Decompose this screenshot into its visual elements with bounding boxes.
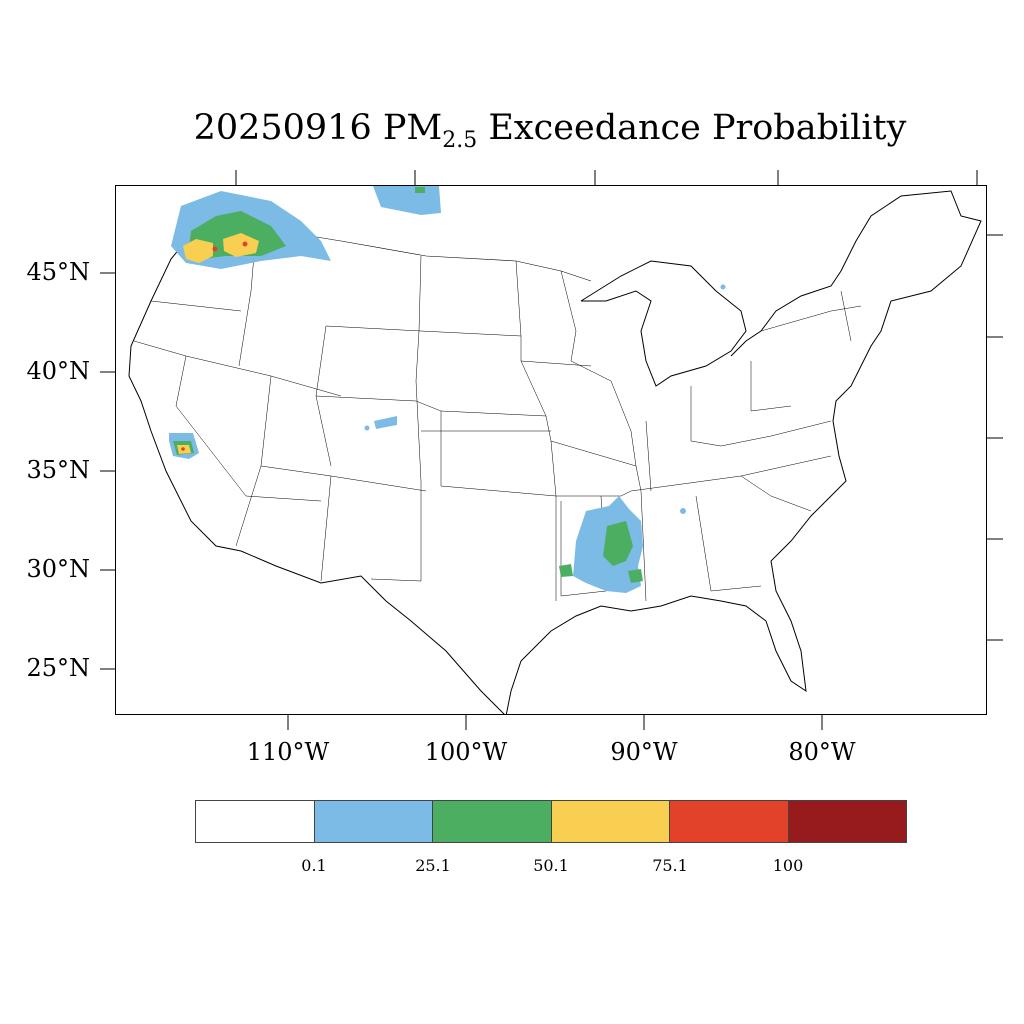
lat-label-30: 30°N: [26, 555, 90, 583]
patch-mississippi-green-2: [628, 569, 643, 583]
patch-california-red: [181, 447, 185, 451]
us-map: [128, 186, 982, 714]
legend-label-1: 25.1: [415, 856, 451, 875]
patch-michigan-blue: [720, 284, 726, 290]
title-prefix: 20250916 PM: [193, 108, 443, 148]
map-title: 20250916 PM2.5 Exceedance Probability: [0, 108, 1024, 153]
probability-patches: [169, 186, 726, 593]
patch-colorado-blue: [374, 416, 397, 429]
legend-swatch-1: [314, 801, 433, 842]
legend-swatch-3: [551, 801, 670, 842]
lat-label-40: 40°N: [26, 357, 90, 385]
patch-alabama-blue: [680, 508, 686, 514]
patch-washington-red-1: [212, 246, 218, 252]
patch-washington-yellow-2: [223, 233, 259, 257]
lat-label-45: 45°N: [26, 258, 90, 286]
title-suffix: Exceedance Probability: [477, 108, 907, 148]
legend-swatch-4: [670, 801, 789, 842]
legend-label-2: 50.1: [533, 856, 569, 875]
lat-label-35: 35°N: [26, 456, 90, 484]
lon-label-80: 80°W: [788, 738, 856, 766]
legend-swatch-2: [433, 801, 552, 842]
patch-washington-yellow-1: [183, 239, 213, 263]
map-panel[interactable]: [115, 185, 987, 715]
legend-swatch-0: [196, 801, 315, 842]
patch-colorado-blue-2: [364, 425, 370, 431]
state-lines: [133, 230, 862, 602]
legend-label-0: 0.1: [301, 856, 327, 875]
title-subscript: 2.5: [442, 128, 478, 153]
patch-idaho-blue: [373, 186, 441, 215]
patch-louisiana-green: [559, 564, 573, 577]
patch-idaho-green: [415, 187, 425, 193]
lon-label-90: 90°W: [610, 738, 678, 766]
us-outline: [128, 190, 982, 714]
lat-label-25: 25°N: [26, 654, 90, 682]
legend-label-4: 100: [772, 856, 804, 875]
patch-washington-red-2: [242, 241, 248, 247]
lon-label-110: 110°W: [246, 738, 330, 766]
lon-label-100: 100°W: [424, 738, 508, 766]
great-lakes: [580, 260, 747, 387]
patch-mississippi-green: [603, 521, 633, 566]
color-legend: [195, 800, 907, 843]
legend-label-3: 75.1: [652, 856, 688, 875]
legend-swatch-5: [788, 801, 906, 842]
